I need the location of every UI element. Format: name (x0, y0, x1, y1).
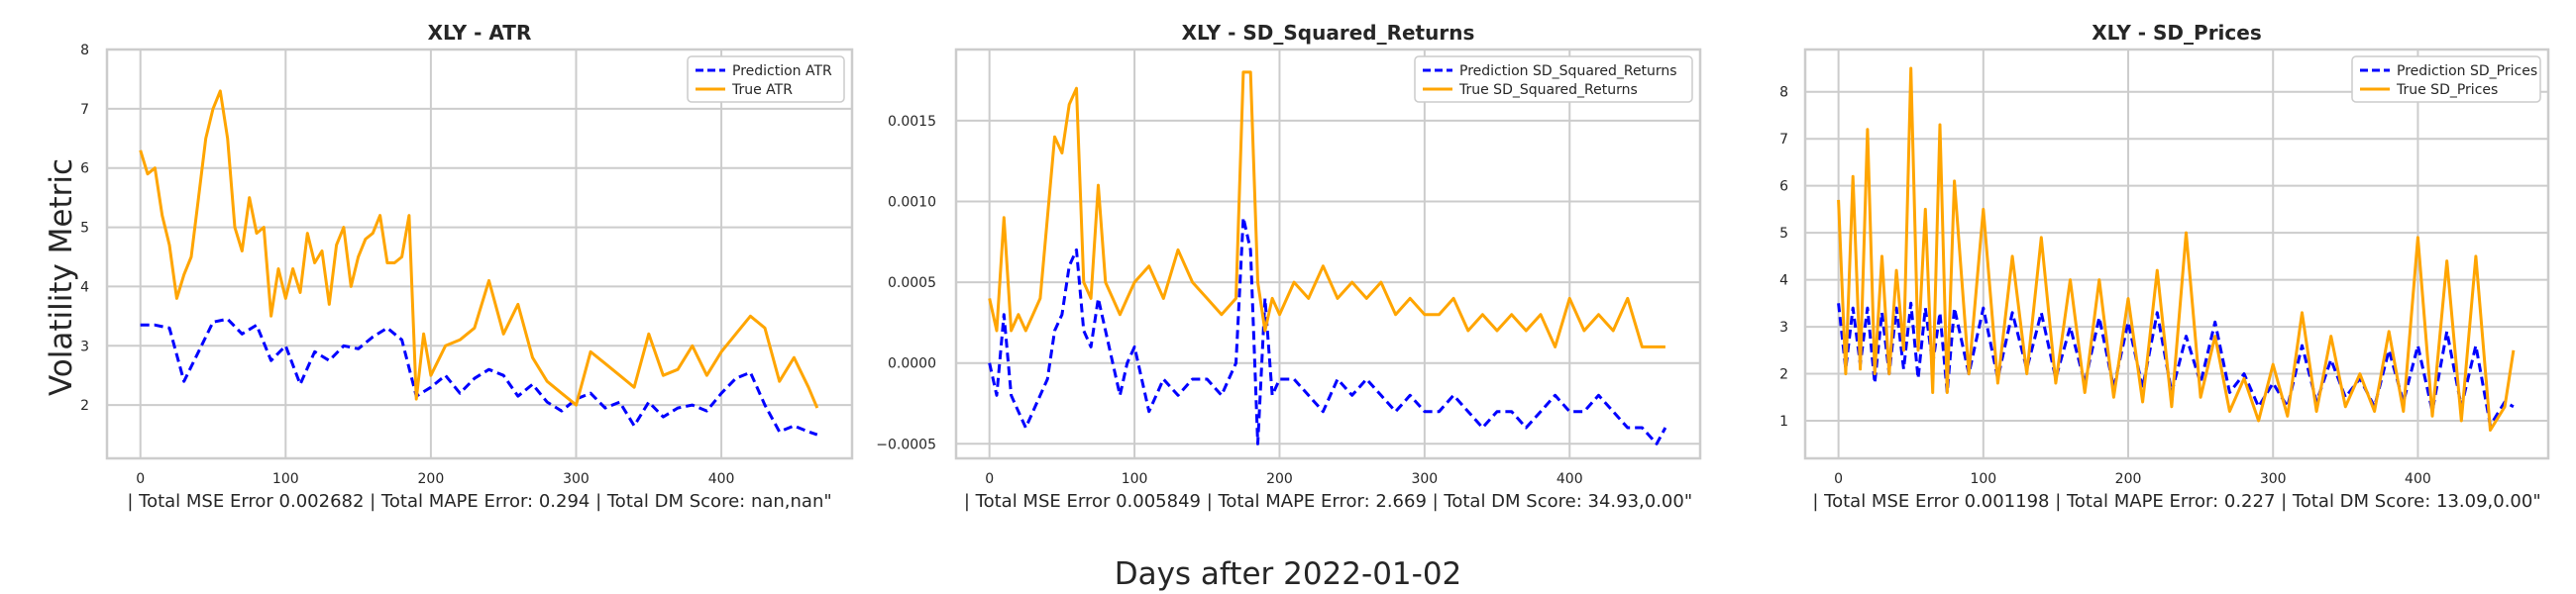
x-tick-label: 400 (1556, 471, 1583, 487)
y-tick-label: 6 (80, 161, 89, 177)
figure-ylabel: Volatility Metric (44, 158, 79, 396)
x-tick-label: 0 (985, 471, 994, 487)
true-series-line (139, 89, 819, 409)
x-tick-label: 400 (708, 471, 735, 487)
y-tick-label: 5 (80, 221, 89, 237)
plot-frame (954, 48, 1702, 460)
y-tick-label: −0.0005 (876, 437, 936, 452)
y-tick-label: 1 (1779, 414, 1788, 430)
y-tick-label: 8 (80, 43, 89, 58)
panel-sd-squared-returns: 0 100 200 300 400 −0.0005 0.0000 0.0005 0.0010 0.… (876, 21, 1702, 512)
metrics-label: | Total MSE Error 0.001198 | Total MAPE … (1812, 491, 2540, 512)
legend-entry: True SD_Squared_Returns (1458, 82, 1638, 98)
plot-area (956, 50, 1700, 458)
x-tick-label: 100 (272, 471, 299, 487)
legend-entry: True SD_Prices (2396, 82, 2498, 98)
true-series-line (1837, 66, 2516, 432)
y-tick-label: 3 (1779, 320, 1788, 336)
metrics-label: | Total MSE Error 0.005849 | Total MAPE … (964, 491, 1692, 512)
legend-entry: Prediction SD_Prices (2397, 63, 2537, 79)
y-tick-label: 7 (1779, 132, 1788, 148)
plot-area (1805, 50, 2548, 458)
prediction-series-line (988, 216, 1667, 446)
plot-area (107, 50, 852, 458)
legend-entry: Prediction ATR (732, 63, 832, 79)
x-tick-label: 100 (1970, 471, 1996, 487)
legend-entry: Prediction SD_Squared_Returns (1459, 63, 1677, 79)
metrics-label: | Total MSE Error 0.002682 | Total MAPE … (127, 491, 831, 512)
panel-atr: 0 100 200 300 400 2 3 4 5 6 7 8 XLY - ATR | Total MSE… (80, 21, 854, 512)
legend-box (1414, 55, 1693, 103)
legend-entry: True ATR (731, 82, 793, 98)
y-tick-label: 6 (1779, 179, 1788, 195)
x-tick-label: 300 (563, 471, 590, 487)
y-tick-label: 8 (1779, 85, 1788, 101)
x-tick-label: 0 (136, 471, 145, 487)
figure-xlabel: Days after 2022-01-02 (1115, 556, 1462, 592)
y-tick-label: 0.0010 (888, 194, 936, 210)
x-tick-label: 300 (2260, 471, 2287, 487)
prediction-series-line (140, 317, 818, 437)
y-tick-label: 0.0000 (888, 356, 936, 372)
plot-frame (105, 48, 854, 460)
x-tick-label: 400 (2405, 471, 2431, 487)
true-series-line (988, 70, 1665, 348)
x-tick-label: 200 (418, 471, 445, 487)
y-tick-label: 3 (80, 339, 89, 354)
y-tick-label: 2 (80, 398, 89, 414)
x-tick-label: 200 (2115, 471, 2142, 487)
y-tick-label: 7 (80, 102, 89, 118)
panel-title: XLY - SD_Prices (2092, 21, 2261, 45)
y-tick-label: 0.0005 (888, 275, 936, 291)
y-tick-label: 2 (1779, 367, 1788, 383)
y-tick-label: 4 (80, 279, 89, 295)
x-tick-label: 300 (1411, 471, 1438, 487)
legend-box (687, 55, 845, 103)
y-tick-label: 4 (1779, 273, 1788, 289)
y-tick-label: 5 (1779, 226, 1788, 242)
panel-title: XLY - SD_Squared_Returns (1182, 21, 1475, 45)
x-tick-label: 0 (1834, 471, 1843, 487)
y-tick-label: 0.0015 (888, 114, 936, 130)
panel-sd-prices: 0 100 200 300 400 1 2 3 4 5 6 7 8 XLY - SD_Prices | To… (1779, 21, 2550, 512)
x-tick-label: 100 (1122, 471, 1148, 487)
x-tick-label: 200 (1266, 471, 1293, 487)
plot-frame (1803, 48, 2550, 460)
legend-box (2351, 55, 2541, 103)
panel-title: XLY - ATR (428, 21, 532, 45)
